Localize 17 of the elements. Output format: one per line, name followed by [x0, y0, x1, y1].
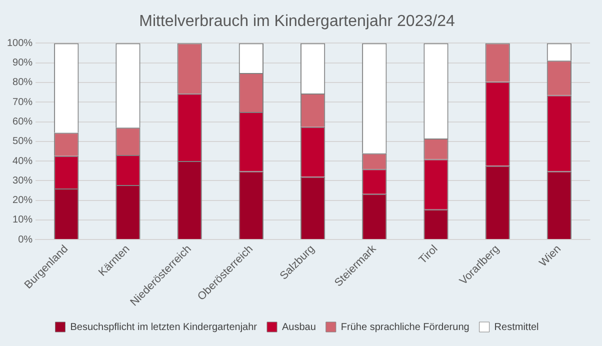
y-tick-label: 30% [12, 175, 33, 186]
x-tick-label: Tirol [416, 243, 440, 266]
y-tick-label: 90% [12, 58, 33, 69]
y-tick-label: 40% [12, 156, 33, 167]
legend-label: Besuchspflicht im letzten Kindergartenjahr [70, 322, 258, 333]
legend-label: Restmittel [494, 322, 539, 333]
legend-label: Ausbau [282, 322, 316, 333]
y-tick-label: 50% [12, 136, 33, 148]
y-tick-label: 80% [12, 77, 33, 88]
y-tick-label: 20% [12, 195, 33, 206]
y-tick-label: 10% [12, 214, 33, 226]
legend-label: Frühe sprachliche Förderung [340, 322, 470, 333]
chart-title: Mittelverbrauch im Kindergartenjahr 2023/24 [139, 13, 455, 30]
y-tick-label: 100% [7, 38, 33, 49]
y-tick-label: 70% [12, 96, 33, 108]
y-tick-label: 0% [18, 234, 33, 246]
y-tick-label: 60% [12, 116, 33, 128]
